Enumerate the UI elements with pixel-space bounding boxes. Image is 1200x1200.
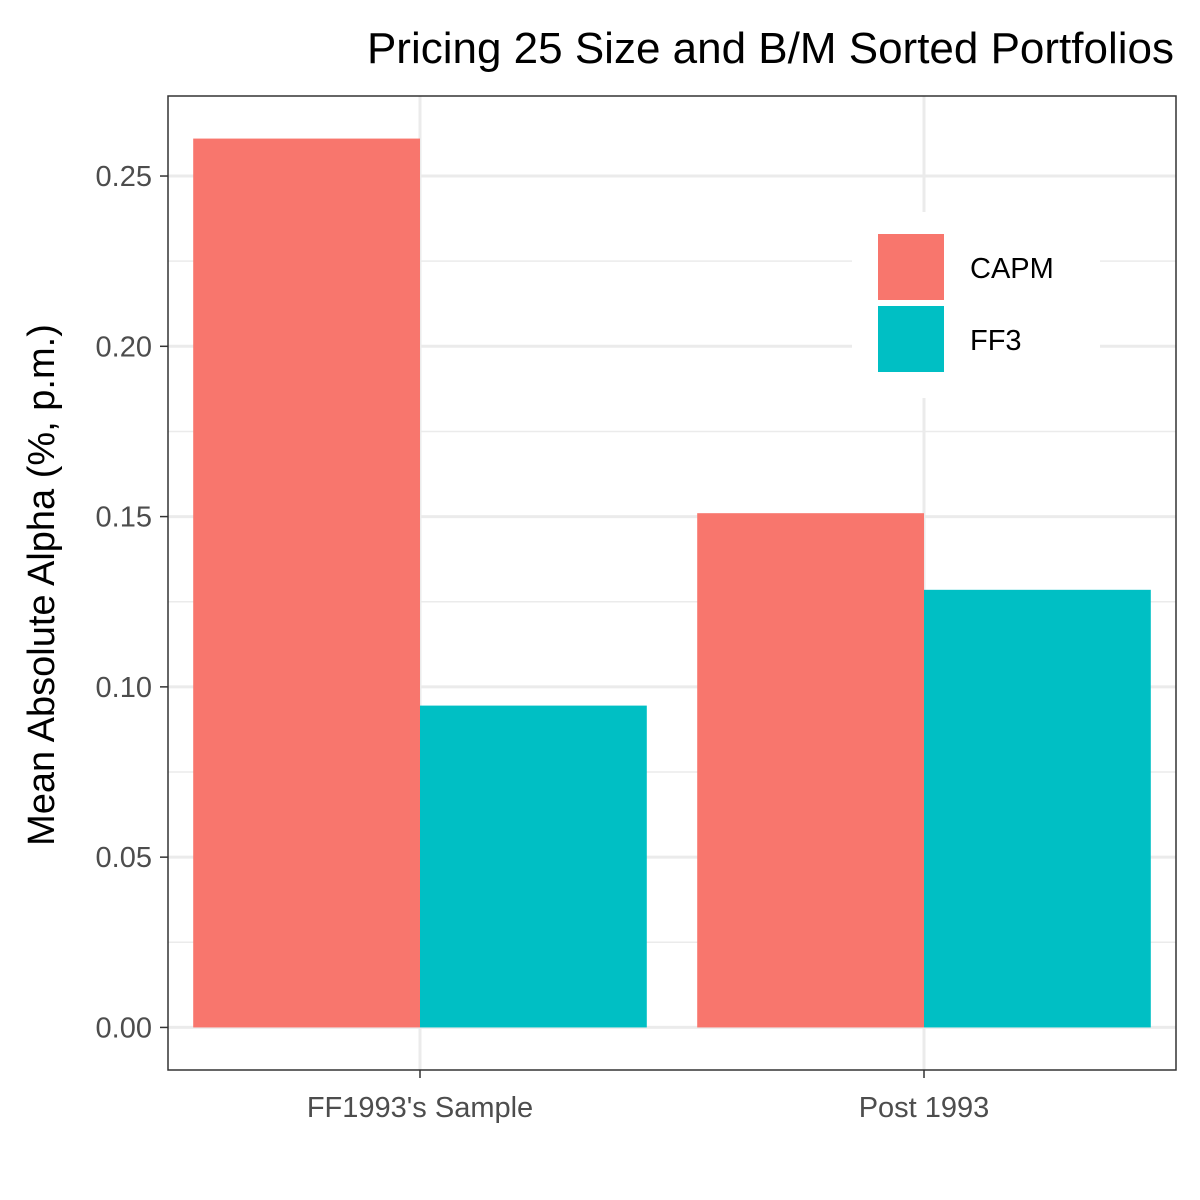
x-tick-label: FF1993's Sample	[307, 1092, 533, 1124]
y-tick-label: 0.05	[96, 842, 152, 874]
y-tick-label: 0.25	[96, 161, 152, 193]
bar-ff3-1	[924, 589, 1151, 1028]
bar-capm-0	[193, 138, 420, 1028]
axes: 0.00 0.05 0.10 0.15 0.20 0.25 FF1993's Sample P…	[96, 95, 1177, 1124]
legend: CAPM FF3	[852, 212, 1100, 398]
x-tick-label: Post 1993	[859, 1092, 990, 1124]
y-tick-label: 0.10	[96, 672, 152, 704]
bar-ff3-0	[420, 705, 647, 1028]
legend-label-capm: CAPM	[970, 253, 1054, 285]
y-axis-title: Mean Absolute Alpha (%, p.m.)	[21, 324, 63, 846]
legend-key-ff3	[878, 306, 944, 372]
legend-label-ff3: FF3	[970, 325, 1022, 357]
bar-capm-1	[697, 513, 924, 1028]
y-tick-label: 0.20	[96, 331, 152, 363]
chart-title: Pricing 25 Size and B/M Sorted Portfolio…	[367, 24, 1174, 73]
bars	[193, 138, 1151, 1028]
panel-border	[167, 95, 1177, 1071]
y-tick-label: 0.15	[96, 502, 152, 534]
legend-key-capm	[878, 234, 944, 300]
y-tick-label: 0.00	[96, 1012, 152, 1044]
